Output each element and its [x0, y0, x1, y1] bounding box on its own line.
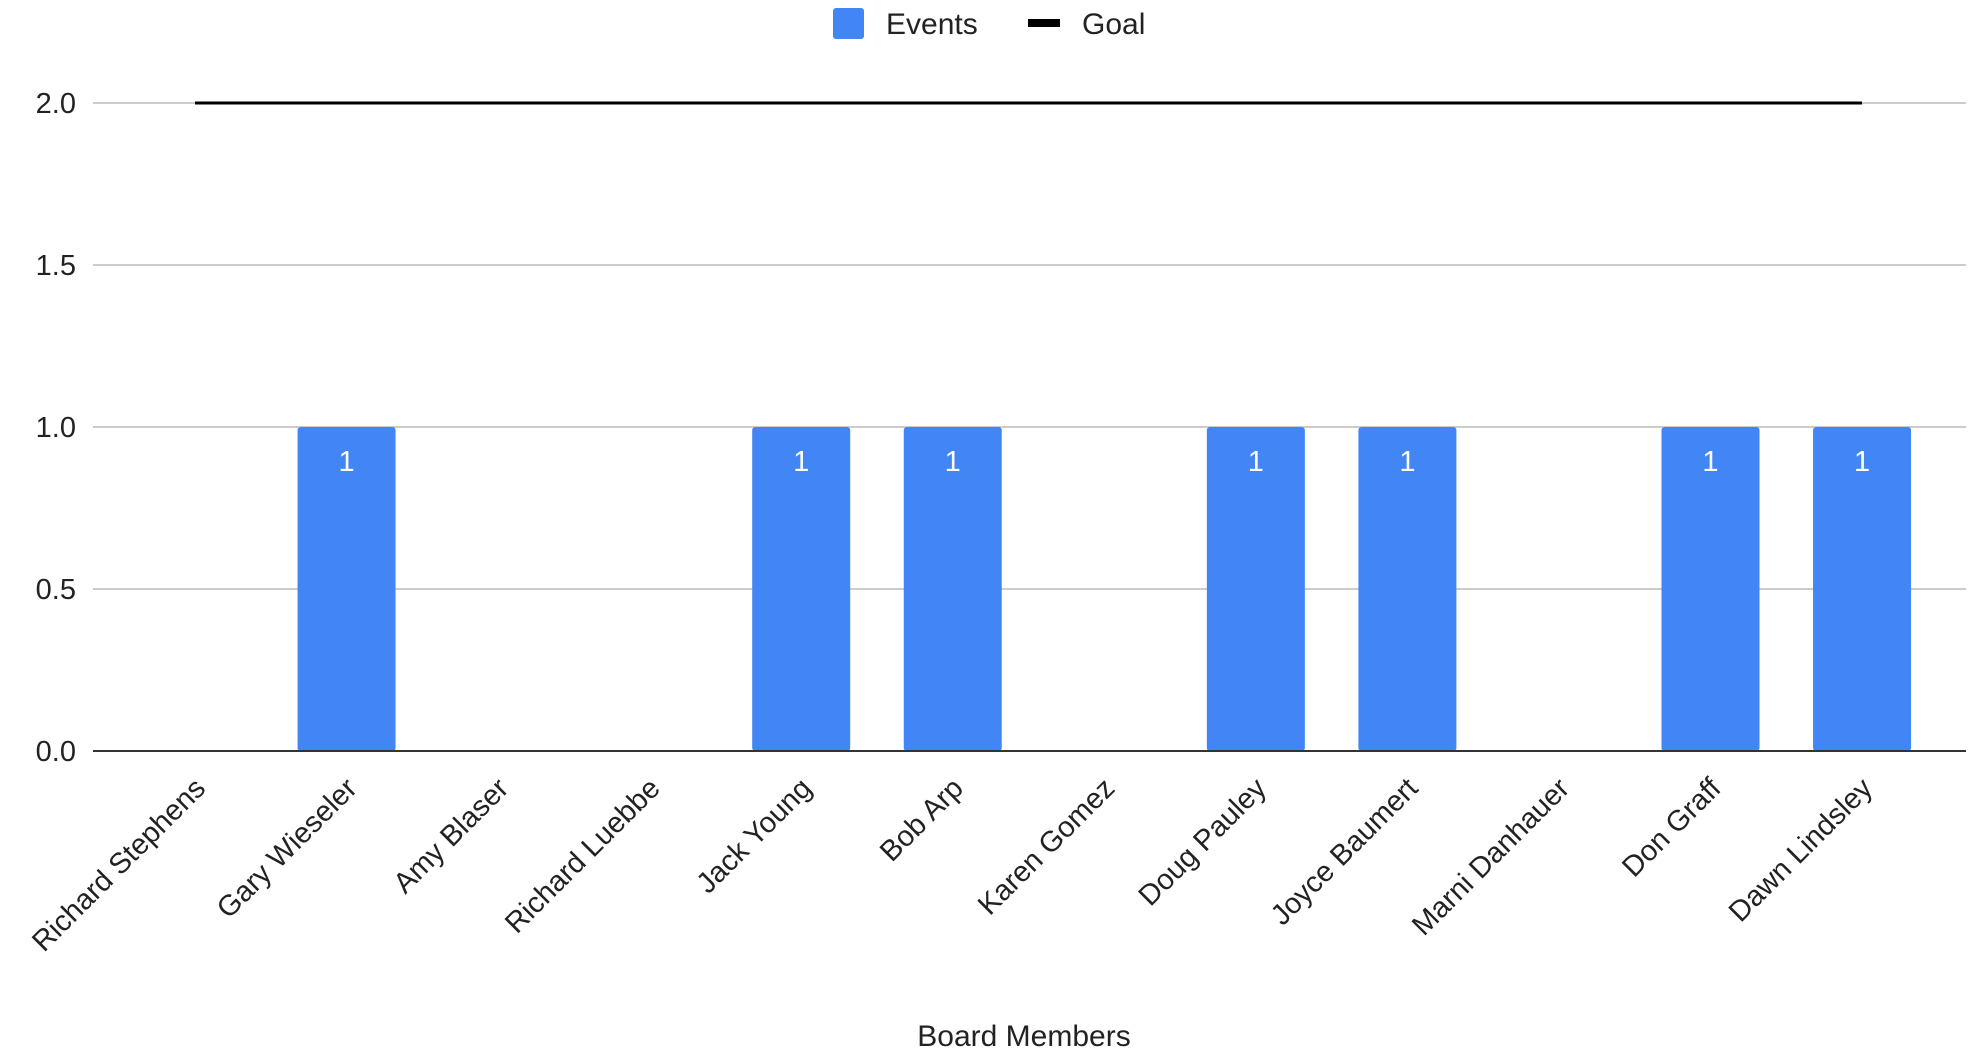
y-tick-label: 1.5: [36, 250, 76, 282]
data-labels: 1 1 1 1 1 1 1: [338, 446, 1870, 478]
bar-data-label: 1: [793, 446, 809, 478]
legend-events-swatch: [833, 8, 864, 39]
legend-goal-label: Goal: [1082, 8, 1145, 41]
bar-events: [297, 427, 396, 751]
y-tick-label: 1.0: [36, 412, 76, 444]
y-tick-label: 0.5: [36, 574, 76, 606]
bar-data-label: 1: [1854, 446, 1870, 478]
x-category-label: Gary Wieseler: [211, 772, 364, 925]
legend-goal-swatch: [1028, 19, 1060, 27]
bar-data-label: 1: [1248, 446, 1264, 478]
bar-data-label: 1: [338, 446, 354, 478]
x-category-label: Marni Danhauer: [1406, 772, 1576, 942]
x-category-label: Bob Arp: [874, 772, 970, 868]
legend-events-label: Events: [886, 8, 978, 41]
x-category-label: Doug Pauley: [1133, 772, 1273, 912]
bar-events: [1661, 427, 1760, 751]
x-category-label: Don Graff: [1616, 772, 1728, 884]
bar-events: [903, 427, 1002, 751]
x-category-label: Amy Blaser: [388, 772, 516, 900]
x-category-label: Richard Stephens: [26, 772, 212, 958]
bars-events: [297, 427, 1912, 751]
x-category-label: Jack Young: [691, 772, 819, 900]
x-category-label: Dawn Lindsley: [1723, 772, 1879, 928]
bar-data-label: 1: [1399, 446, 1415, 478]
bar-events: [1206, 427, 1305, 751]
y-axis-ticks: 0.0 0.5 1.0 1.5 2.0: [36, 88, 76, 768]
bar-data-label: 1: [945, 446, 961, 478]
bar-events: [752, 427, 851, 751]
bar-events: [1358, 427, 1457, 751]
x-axis-categories: Richard Stephens Gary Wieseler Amy BlaserR…: [26, 772, 1879, 958]
bar-data-label: 1: [1702, 446, 1718, 478]
y-tick-label: 2.0: [36, 88, 76, 120]
bar-events: [1813, 427, 1912, 751]
x-category-label: Karen Gomez: [972, 772, 1121, 921]
x-category-label: Richard Luebbe: [499, 772, 666, 939]
x-category-label: Joyce Baumert: [1265, 772, 1424, 931]
x-axis-title: Board Members: [917, 1020, 1130, 1048]
legend: Events Goal: [833, 8, 1145, 41]
y-tick-label: 0.0: [36, 736, 76, 768]
